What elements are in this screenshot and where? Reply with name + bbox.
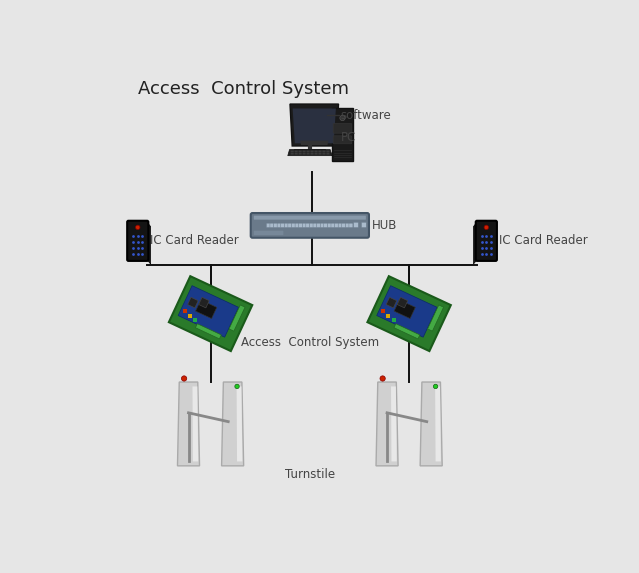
FancyBboxPatch shape <box>309 223 313 227</box>
FancyBboxPatch shape <box>307 153 310 155</box>
FancyBboxPatch shape <box>302 151 305 152</box>
FancyBboxPatch shape <box>342 223 346 227</box>
Polygon shape <box>427 305 443 331</box>
FancyBboxPatch shape <box>318 151 321 152</box>
FancyBboxPatch shape <box>295 151 298 152</box>
Polygon shape <box>394 324 420 339</box>
FancyBboxPatch shape <box>331 223 335 227</box>
FancyBboxPatch shape <box>254 215 366 219</box>
Text: Access  Control System: Access Control System <box>241 336 379 349</box>
FancyBboxPatch shape <box>362 222 366 227</box>
FancyBboxPatch shape <box>327 153 330 155</box>
FancyBboxPatch shape <box>327 223 332 227</box>
FancyBboxPatch shape <box>291 153 294 155</box>
Circle shape <box>181 376 187 381</box>
Polygon shape <box>169 276 252 351</box>
Polygon shape <box>178 286 238 337</box>
Polygon shape <box>288 150 332 156</box>
FancyBboxPatch shape <box>316 223 321 227</box>
FancyBboxPatch shape <box>291 151 294 152</box>
FancyBboxPatch shape <box>333 136 351 144</box>
FancyBboxPatch shape <box>333 123 351 133</box>
FancyBboxPatch shape <box>277 223 281 227</box>
FancyBboxPatch shape <box>314 153 318 155</box>
FancyBboxPatch shape <box>302 153 305 155</box>
FancyBboxPatch shape <box>475 221 497 261</box>
FancyBboxPatch shape <box>307 151 310 152</box>
Polygon shape <box>293 108 336 143</box>
Text: IC Card Reader: IC Card Reader <box>150 234 239 248</box>
FancyBboxPatch shape <box>311 153 314 155</box>
Polygon shape <box>290 104 339 146</box>
Polygon shape <box>236 386 242 461</box>
Text: Turnstile: Turnstile <box>285 468 335 481</box>
FancyBboxPatch shape <box>295 223 299 227</box>
FancyBboxPatch shape <box>266 223 270 227</box>
Circle shape <box>135 225 140 230</box>
FancyBboxPatch shape <box>345 223 350 227</box>
Polygon shape <box>397 297 408 308</box>
FancyBboxPatch shape <box>127 221 148 261</box>
Polygon shape <box>420 382 442 466</box>
Text: Access  Control System: Access Control System <box>138 80 349 98</box>
Polygon shape <box>196 300 217 319</box>
FancyBboxPatch shape <box>298 151 302 152</box>
Polygon shape <box>229 305 245 331</box>
Polygon shape <box>178 382 199 466</box>
FancyBboxPatch shape <box>281 223 284 227</box>
FancyBboxPatch shape <box>324 223 328 227</box>
FancyBboxPatch shape <box>338 223 342 227</box>
FancyBboxPatch shape <box>250 213 369 238</box>
Polygon shape <box>188 297 198 308</box>
FancyBboxPatch shape <box>270 223 274 227</box>
FancyBboxPatch shape <box>288 223 292 227</box>
Polygon shape <box>367 276 451 351</box>
FancyBboxPatch shape <box>284 223 288 227</box>
FancyBboxPatch shape <box>291 223 295 227</box>
FancyBboxPatch shape <box>295 153 298 155</box>
Polygon shape <box>147 222 151 264</box>
Polygon shape <box>332 108 353 162</box>
FancyBboxPatch shape <box>273 223 277 227</box>
Polygon shape <box>473 222 477 264</box>
FancyBboxPatch shape <box>298 223 303 227</box>
Polygon shape <box>300 141 328 145</box>
Polygon shape <box>386 297 397 308</box>
FancyBboxPatch shape <box>302 223 306 227</box>
Polygon shape <box>435 386 441 461</box>
FancyBboxPatch shape <box>323 153 325 155</box>
Text: HUB: HUB <box>372 219 397 232</box>
Circle shape <box>433 384 438 388</box>
FancyBboxPatch shape <box>314 151 318 152</box>
Text: IC Card Reader: IC Card Reader <box>498 234 587 248</box>
Polygon shape <box>394 300 415 319</box>
FancyBboxPatch shape <box>318 153 321 155</box>
FancyBboxPatch shape <box>254 231 283 235</box>
FancyBboxPatch shape <box>298 153 302 155</box>
Polygon shape <box>222 382 243 466</box>
FancyBboxPatch shape <box>320 223 324 227</box>
FancyBboxPatch shape <box>313 223 317 227</box>
Text: software: software <box>341 109 391 121</box>
FancyBboxPatch shape <box>353 222 358 227</box>
Polygon shape <box>192 386 198 461</box>
Circle shape <box>484 225 489 230</box>
Circle shape <box>235 384 239 388</box>
FancyBboxPatch shape <box>306 223 310 227</box>
FancyBboxPatch shape <box>311 151 314 152</box>
Polygon shape <box>391 386 397 461</box>
Circle shape <box>380 376 385 381</box>
Polygon shape <box>377 286 437 337</box>
FancyBboxPatch shape <box>323 151 325 152</box>
FancyBboxPatch shape <box>349 223 353 227</box>
Polygon shape <box>376 382 398 466</box>
Circle shape <box>340 115 345 121</box>
Circle shape <box>332 150 338 156</box>
FancyBboxPatch shape <box>327 151 330 152</box>
FancyBboxPatch shape <box>335 223 339 227</box>
Polygon shape <box>199 297 209 308</box>
Polygon shape <box>196 324 221 339</box>
Text: PC: PC <box>341 131 356 144</box>
